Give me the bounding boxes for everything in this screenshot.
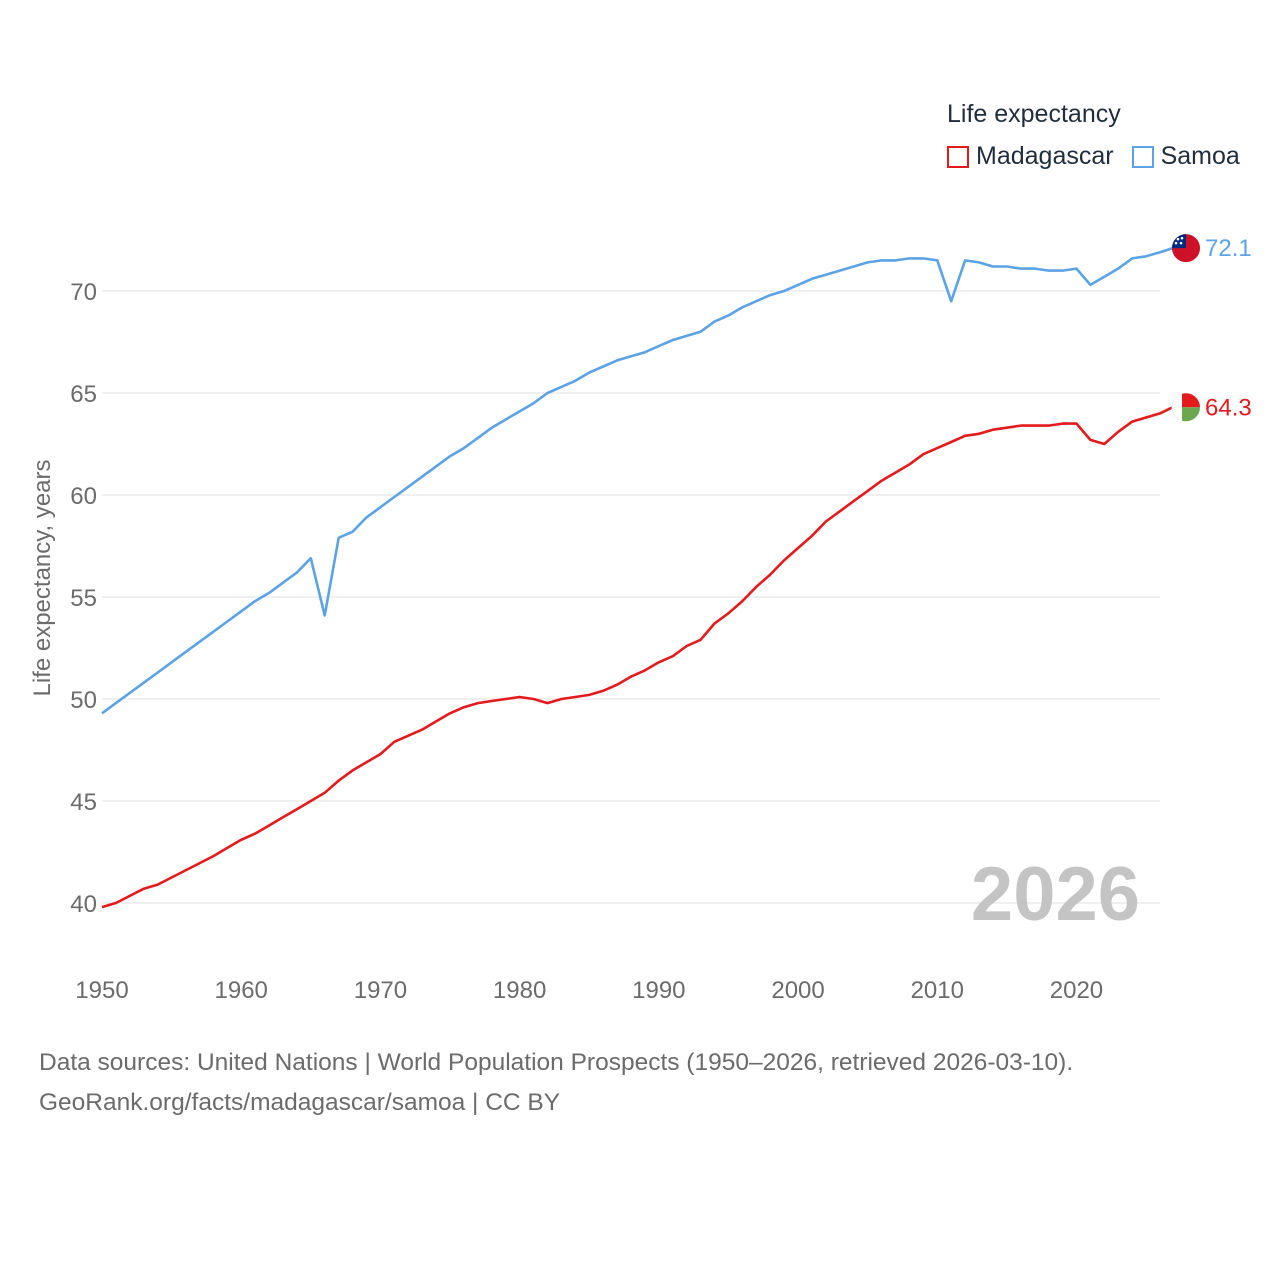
legend-title: Life expectancy [947, 100, 1121, 128]
y-tick-label: 55 [70, 585, 97, 612]
line-chart: 40 45 50 55 60 65 70 1950 1960 1970 1980 1990 2000 2… [29, 234, 1252, 1004]
end-label-madagascar: 64.3 [1205, 394, 1252, 421]
series-line-samoa[interactable] [101, 246, 1173, 715]
series-end-markers: 64.3 72.1 [1171, 234, 1252, 422]
sources-line-1: Data sources: United Nations | World Pop… [39, 1049, 1074, 1076]
legend: Madagascar Samoa [947, 142, 1258, 171]
gridlines [102, 290, 1160, 904]
x-tick-label: 1980 [493, 977, 546, 1004]
y-tick-label: 50 [70, 687, 97, 714]
y-tick-label: 60 [70, 483, 97, 510]
samoa-flag-icon [1172, 234, 1200, 263]
x-tick-label: 1950 [75, 977, 128, 1004]
series-line-madagascar[interactable] [101, 406, 1174, 909]
legend-swatch-samoa [1131, 145, 1154, 168]
y-tick-label: 45 [70, 789, 97, 816]
x-tick-label: 2010 [911, 977, 964, 1004]
y-tick-label: 70 [70, 279, 97, 306]
y-axis-label: Life expectancy, years [29, 459, 56, 696]
y-tick-label: 40 [70, 891, 97, 918]
year-watermark: 2026 [971, 852, 1140, 937]
end-label-samoa: 72.1 [1205, 235, 1252, 262]
x-tick-label: 1970 [354, 977, 407, 1004]
legend-label-samoa: Samoa [1160, 142, 1240, 170]
x-tick-label: 2000 [771, 977, 824, 1004]
y-axis-ticks: 40 45 50 55 60 65 70 [70, 279, 97, 918]
y-tick-label: 65 [70, 381, 97, 408]
legend-swatch-madagascar [947, 145, 969, 168]
x-axis-ticks: 1950 1960 1970 1980 1990 2000 2010 2020 [75, 977, 1103, 1004]
x-tick-label: 1960 [215, 977, 268, 1004]
legend-item-samoa[interactable]: Samoa [1131, 142, 1240, 171]
legend-item-madagascar[interactable]: Madagascar [947, 142, 1114, 171]
madagascar-flag-icon [1171, 392, 1201, 422]
legend-label-madagascar: Madagascar [976, 142, 1114, 170]
x-tick-label: 1990 [632, 977, 685, 1004]
sources-line-2[interactable]: GeoRank.org/facts/madagascar/samoa | CC … [39, 1089, 561, 1116]
series-lines [101, 246, 1174, 909]
data-sources: Data sources: United Nations | World Pop… [39, 1043, 1073, 1123]
x-tick-label: 2020 [1050, 977, 1103, 1004]
